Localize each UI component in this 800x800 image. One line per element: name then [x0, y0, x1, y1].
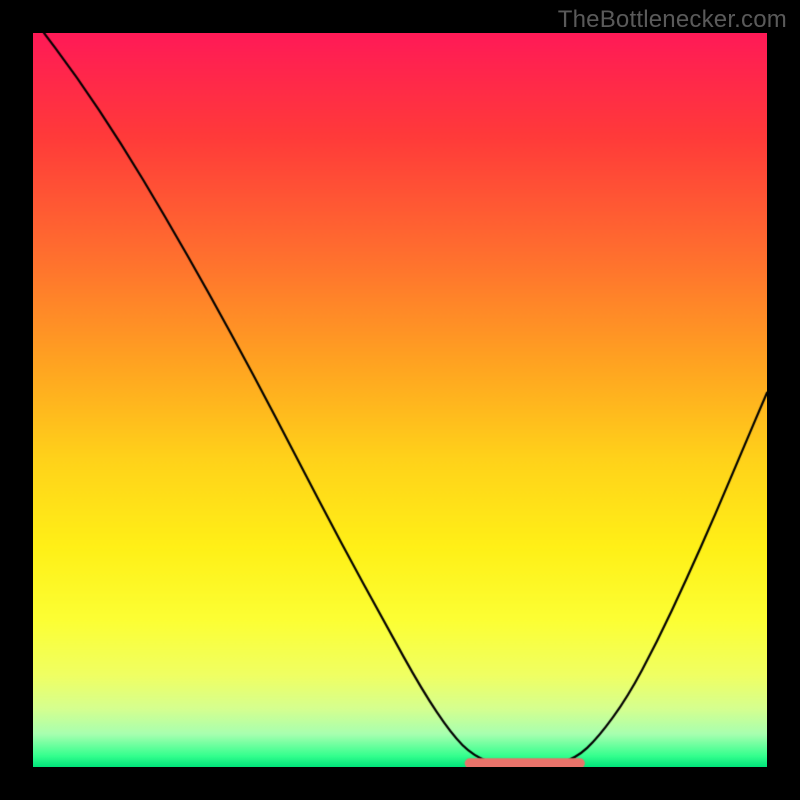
chart-frame: TheBottlenecker.com — [0, 0, 800, 800]
watermark-text: TheBottlenecker.com — [558, 6, 787, 34]
bottleneck-curve — [33, 33, 767, 767]
plot-area — [33, 33, 767, 767]
